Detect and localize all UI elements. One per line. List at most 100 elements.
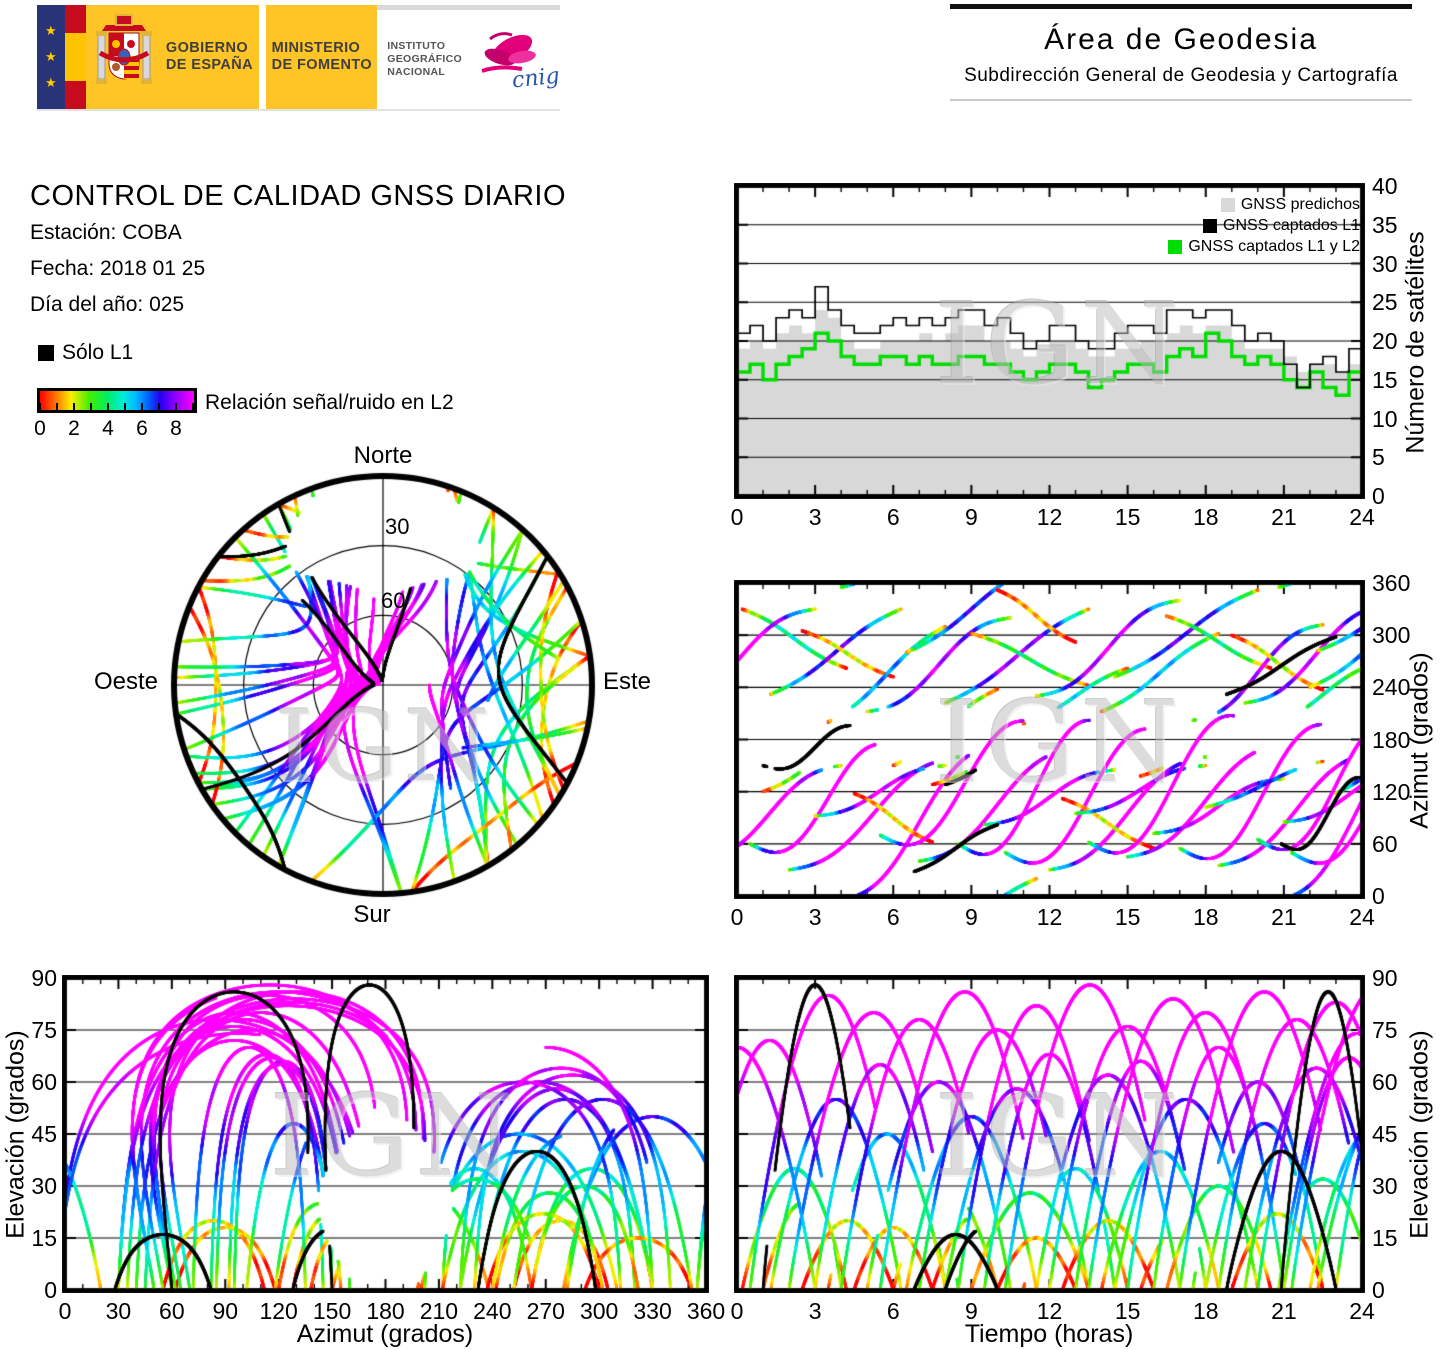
elev-time-x-tick-label: 18 <box>1192 1298 1219 1324</box>
colorbar-tick <box>56 403 58 410</box>
spain-flag-icon <box>64 5 86 109</box>
azimut-x-tick-label: 6 <box>886 904 900 930</box>
satcount-x-tick-label: 18 <box>1192 504 1219 530</box>
solo-l1-swatch <box>38 345 54 361</box>
azimut-y-tick-label: 300 <box>1372 622 1411 649</box>
legend-label: GNSS captados L1 <box>1223 217 1360 234</box>
azimut-y-tick-label: 60 <box>1372 830 1398 857</box>
satcount-x-tick-label: 21 <box>1271 504 1297 530</box>
colorbar-tick <box>73 403 75 410</box>
ministerio-label-line2: DE FOMENTO <box>271 57 373 73</box>
satcount-y-tick-label: 20 <box>1372 328 1398 354</box>
elev-azimut-x-tick-label: 180 <box>366 1298 405 1324</box>
satcount-y-tick-label: 5 <box>1372 444 1385 471</box>
elev-azimut-x-tick-label: 30 <box>105 1298 132 1324</box>
government-logo-strip: ★ ★ ★ GOBIERNO D <box>37 5 561 111</box>
satcount-y-tick-label: 15 <box>1372 366 1398 393</box>
skyplot-ring30-label: 30 <box>385 514 410 539</box>
elev-azimut-y-tick-label: 60 <box>31 1069 57 1095</box>
colorbar-title: Relación señal/ruido en L2 <box>205 391 454 414</box>
legend-swatch <box>1168 240 1183 254</box>
elev-azimut-xlabel: Azimut (grados) <box>296 1320 474 1348</box>
instituto-label-line3: NACIONAL <box>387 66 446 78</box>
star-icon: ★ <box>45 75 57 90</box>
elev-time-x-tick-label: 6 <box>886 1298 900 1324</box>
elev-azimut-x-tick-label: 240 <box>473 1298 512 1324</box>
azimut-x-tick-label: 21 <box>1271 904 1297 930</box>
satcount-y-tick-label: 30 <box>1372 250 1398 277</box>
legend-label: GNSS predichos <box>1240 196 1360 213</box>
azimut-x-tick-label: 12 <box>1036 904 1063 930</box>
star-icon: ★ <box>45 23 57 38</box>
satcount-legend-row: GNSS captados L1 <box>1203 217 1360 235</box>
satcount-x-tick-label: 12 <box>1036 504 1063 530</box>
elev-time-x-tick-label: 12 <box>1036 1298 1063 1324</box>
elev-azimut-x-tick-label: 150 <box>312 1298 352 1324</box>
colorbar-tick <box>175 403 177 410</box>
instituto-label-line2: GEOGRÁFICO <box>387 53 462 65</box>
satellite-count-chart-canvas <box>734 183 1365 499</box>
azimut-x-tick-label: 24 <box>1349 904 1375 930</box>
satcount-y-tick-label: 40 <box>1372 173 1398 199</box>
elev-time-y-tick-label: 15 <box>1372 1225 1398 1251</box>
elev-time-y-tick-label: 0 <box>1372 1277 1385 1303</box>
elev-time-y-tick-label: 75 <box>1372 1017 1398 1043</box>
elev-time-y-tick-label: 90 <box>1372 965 1398 991</box>
area-subtitle: Subdirección General de Geodesia y Carto… <box>964 65 1398 86</box>
date-line: Fecha: 2018 01 25 <box>30 257 206 280</box>
gobierno-label-line1: GOBIERNO <box>165 40 249 56</box>
azimut-y-tick-label: 120 <box>1372 778 1411 805</box>
elev-time-y-tick-label: 30 <box>1372 1173 1398 1199</box>
colorbar-tick <box>158 403 160 410</box>
colorbar-tick-label: 6 <box>136 417 148 440</box>
satcount-x-tick-label: 3 <box>808 504 822 530</box>
elev-azimut-y-tick-label: 15 <box>31 1225 57 1251</box>
station-line: Estación: COBA <box>30 221 182 244</box>
colorbar-tick-label: 0 <box>34 417 46 440</box>
gobierno-block: GOBIERNO DE ESPAÑA <box>85 5 260 109</box>
elev-azimut-y-tick-label: 0 <box>44 1277 57 1303</box>
elev-azimut-chart-canvas <box>62 975 709 1293</box>
satcount-x-tick-label: 0 <box>730 504 744 530</box>
azimut-y-tick-label: 0 <box>1372 883 1385 909</box>
colorbar-tick <box>124 403 126 410</box>
spain-coat-of-arms-icon <box>95 14 152 84</box>
area-header: Área de Geodesia Subdirección General de… <box>950 4 1412 101</box>
ign-block: INSTITUTO GEOGRÁFICO NACIONAL cnig <box>377 5 561 109</box>
satcount-legend: GNSS predichos GNSS captados L1 GNSS capta… <box>1168 196 1360 256</box>
elev-azimut-y-tick-label: 75 <box>31 1017 57 1043</box>
azimut-x-tick-label: 18 <box>1192 904 1219 930</box>
satcount-y-tick-label: 0 <box>1372 483 1385 509</box>
instituto-label-line1: INSTITUTO <box>387 40 446 52</box>
satcount-legend-row: GNSS captados L1 y L2 <box>1168 238 1360 256</box>
colorbar-tick <box>192 403 194 410</box>
skyplot-canvas <box>162 464 604 906</box>
satcount-x-tick-label: 6 <box>886 504 900 530</box>
elev-time-x-tick-label: 3 <box>808 1298 822 1324</box>
elev-time-xlabel: Tiempo (horas) <box>964 1320 1134 1348</box>
azimut-y-tick-label: 180 <box>1372 726 1411 753</box>
azimut-time-chart-canvas <box>734 580 1365 899</box>
elev-azimut-x-tick-label: 330 <box>633 1298 672 1324</box>
legend-swatch <box>1203 219 1218 233</box>
elev-azimut-x-tick-label: 120 <box>259 1298 298 1324</box>
area-title: Área de Geodesia <box>1044 23 1318 56</box>
ministerio-label-line1: MINISTERIO <box>271 40 361 56</box>
colorbar-tick <box>39 403 41 410</box>
flag-stars-column: ★ ★ ★ <box>37 5 65 109</box>
cnig-brush-icon <box>481 31 536 73</box>
azimut-x-tick-label: 3 <box>808 904 822 930</box>
star-icon: ★ <box>45 49 57 64</box>
solo-l1-label: Sólo L1 <box>62 341 134 364</box>
elev-azimut-x-tick-label: 360 <box>686 1298 726 1324</box>
elev-time-x-tick-label: 24 <box>1349 1298 1375 1324</box>
azimut-x-tick-label: 0 <box>730 904 744 930</box>
elev-azimut-x-tick-label: 60 <box>159 1298 185 1324</box>
elev-azimut-y-tick-label: 30 <box>31 1173 57 1199</box>
colorbar-tick-label: 8 <box>170 417 182 440</box>
elev-azimut-y-tick-label: 90 <box>31 965 57 991</box>
skyplot-ring60-label: 60 <box>381 588 406 613</box>
satcount-legend-row: GNSS predichos <box>1220 196 1360 214</box>
elev-time-x-tick-label: 21 <box>1271 1298 1297 1324</box>
